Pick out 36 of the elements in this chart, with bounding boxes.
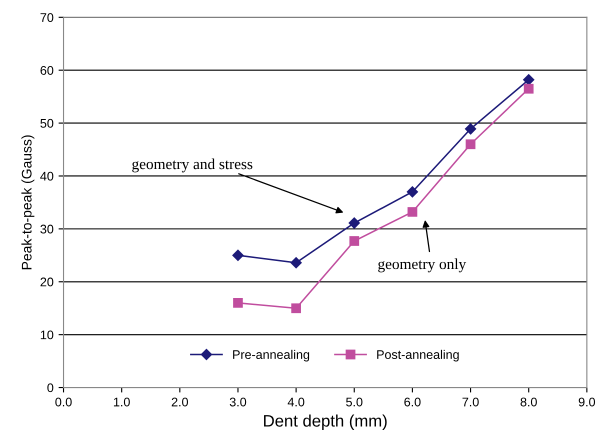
y-tick-label: 50	[40, 118, 54, 128]
point	[466, 139, 476, 150]
annotation: geometry and stress	[132, 158, 252, 172]
x-tick-label: 3.0	[230, 398, 246, 406]
x-tick-label: 4.0	[288, 398, 304, 406]
point	[406, 186, 418, 198]
point	[349, 236, 360, 246]
x-tick-label: 1.0	[114, 398, 130, 406]
x-tick-label: 8.0	[520, 398, 537, 406]
y-tick-label: 40	[40, 172, 54, 181]
y-tick-label: 20	[40, 278, 54, 286]
y-tick-label: 70	[40, 13, 54, 22]
y-tick-label: 30	[40, 224, 54, 234]
point	[523, 74, 534, 86]
point	[232, 250, 244, 261]
point	[464, 123, 476, 135]
x-tick-label: 6.0	[404, 398, 421, 406]
point	[290, 257, 302, 268]
y-tick-label: 60	[40, 66, 54, 75]
point	[524, 84, 534, 94]
legend-label: Pre-annealing	[233, 350, 310, 362]
y-tick-label: 0	[47, 383, 54, 392]
x-tick-label: 5.0	[346, 398, 362, 406]
y-axis-title: Peak-to-peak (Gauss)	[21, 135, 34, 270]
point	[233, 298, 243, 308]
x-axis-title: Dent depth (mm)	[264, 414, 387, 430]
annotation: geometry only	[378, 258, 466, 272]
point	[408, 207, 418, 217]
x-tick-label: 9.0	[578, 398, 596, 406]
legend-label: Post-annealing	[377, 350, 459, 362]
x-tick-label: 7.0	[462, 398, 479, 406]
point	[291, 303, 301, 314]
point	[348, 217, 360, 229]
x-tick-label: 2.0	[172, 398, 188, 406]
y-tick-label: 10	[40, 330, 54, 340]
x-tick-label: 0.0	[55, 398, 72, 406]
